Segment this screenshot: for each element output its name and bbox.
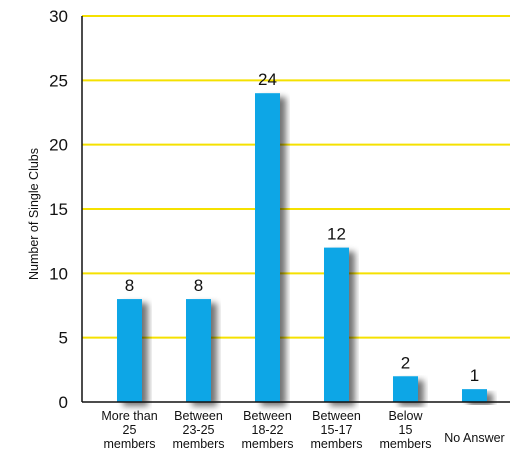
gridlines: [82, 15, 510, 339]
data-label: 12: [327, 225, 346, 244]
data-label: 24: [258, 70, 277, 89]
bar: [393, 376, 418, 402]
data-label: 8: [125, 276, 134, 295]
axes: [81, 16, 510, 403]
x-tick-label: Between 18-22 members: [241, 409, 293, 451]
y-tick-label: 10: [49, 264, 68, 283]
data-labels: 8 8 24 12 2 1: [125, 70, 479, 385]
x-tick-label: No Answer: [444, 431, 504, 445]
bar: [117, 299, 142, 402]
bars: [117, 93, 487, 402]
y-tick-label: 5: [59, 329, 68, 348]
bar: [462, 389, 487, 402]
y-tick-labels: 0 5 10 15 20 25 30: [49, 7, 68, 412]
x-tick-label: Between 15-17 members: [310, 409, 362, 451]
data-label: 1: [470, 366, 479, 385]
x-tick-label: Below 15 members: [379, 409, 431, 451]
y-axis-title: Number of Single Clubs: [27, 148, 41, 280]
y-tick-label: 30: [49, 7, 68, 26]
x-tick-label: More than 25 members: [101, 409, 157, 451]
category-labels: More than 25 members Between 23-25 members Bet…: [101, 409, 504, 451]
y-tick-label: 0: [59, 393, 68, 412]
svg-text:No Answer: No Answer: [444, 431, 504, 445]
bar: [255, 93, 280, 402]
data-label: 8: [194, 276, 203, 295]
x-tick-label: Between 23-25 members: [172, 409, 224, 451]
y-tick-label: 20: [49, 136, 68, 155]
y-tick-label: 25: [49, 71, 68, 90]
data-label: 2: [401, 353, 410, 372]
bar: [324, 247, 349, 402]
y-tick-label: 15: [49, 200, 68, 219]
bar: [186, 299, 211, 402]
